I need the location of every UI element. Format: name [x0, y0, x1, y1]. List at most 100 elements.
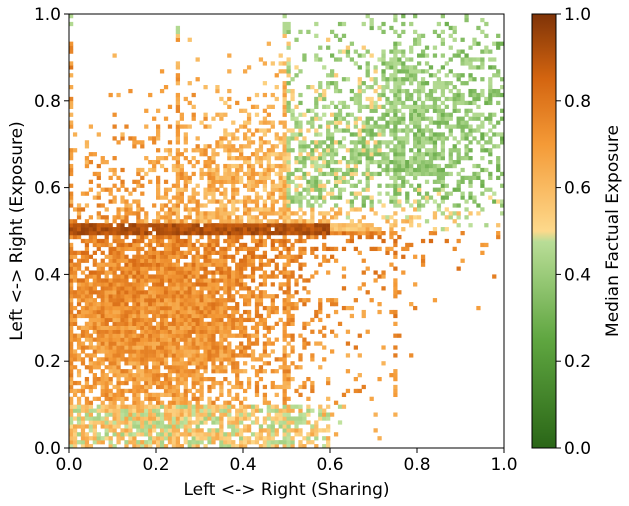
heatmap-cell: [132, 227, 137, 232]
heatmap-cell: [112, 156, 117, 161]
heatmap-cell: [448, 128, 453, 133]
heatmap-cell: [235, 278, 240, 283]
heatmap-cell: [314, 432, 319, 437]
heatmap-cell: [171, 298, 177, 303]
heatmap-cell: [203, 416, 208, 421]
heatmap-cell: [227, 436, 232, 441]
heatmap-cell: [393, 49, 398, 54]
heatmap-cell: [239, 444, 244, 449]
heatmap-cell: [349, 171, 355, 177]
heatmap-cell: [69, 404, 74, 409]
heatmap-cell: [472, 100, 477, 106]
heatmap-cell: [227, 163, 232, 169]
heatmap-cell: [254, 440, 260, 445]
heatmap-cell: [124, 298, 129, 303]
x-tick-label: 0.0: [55, 455, 82, 475]
heatmap-cell: [341, 136, 347, 141]
heatmap-cell: [156, 286, 161, 291]
heatmap-cell: [266, 329, 271, 334]
heatmap-cell: [88, 313, 94, 319]
heatmap-cell: [258, 274, 264, 279]
heatmap-cell: [337, 88, 343, 94]
heatmap-cell: [286, 175, 291, 181]
heatmap-cell: [96, 440, 101, 445]
heatmap-cell: [440, 187, 445, 192]
heatmap-cell: [175, 203, 181, 208]
heatmap-cell: [456, 179, 461, 184]
heatmap-cell: [227, 88, 232, 94]
heatmap-cell: [187, 408, 192, 413]
heatmap-cell: [250, 290, 256, 295]
heatmap-cell: [243, 211, 248, 216]
heatmap-cell: [136, 282, 141, 287]
heatmap-cell: [468, 108, 473, 113]
heatmap-cell: [298, 69, 303, 74]
heatmap-cell: [417, 183, 422, 188]
heatmap-cell: [104, 187, 109, 192]
heatmap-cell: [385, 167, 390, 173]
heatmap-cell: [199, 294, 204, 299]
heatmap-cell: [191, 357, 196, 362]
heatmap-cell: [369, 132, 374, 137]
heatmap-cell: [183, 187, 188, 192]
heatmap-cell: [290, 112, 295, 117]
heatmap-cell: [262, 353, 268, 358]
heatmap-cell: [163, 361, 169, 366]
heatmap-cell: [464, 100, 469, 106]
heatmap-cell: [203, 144, 208, 149]
heatmap-cell: [420, 144, 426, 149]
heatmap-cell: [282, 61, 287, 66]
heatmap-cell: [290, 436, 295, 441]
heatmap-cell: [468, 77, 473, 82]
heatmap-cell: [235, 345, 240, 350]
heatmap-cell: [203, 432, 208, 437]
heatmap-cell: [132, 436, 137, 441]
heatmap-cell: [496, 120, 501, 125]
y-axis: 0.00.20.40.60.81.0: [34, 5, 69, 459]
heatmap-cell: [345, 369, 351, 374]
heatmap-cell: [175, 175, 181, 181]
heatmap-cell: [262, 305, 268, 311]
heatmap-cell: [167, 384, 173, 390]
heatmap-cell: [152, 396, 157, 401]
heatmap-cell: [326, 231, 331, 236]
heatmap-cell: [262, 282, 268, 287]
heatmap-cell: [144, 345, 149, 350]
heatmap-cell: [69, 124, 74, 129]
heatmap-cell: [290, 195, 295, 200]
heatmap-cell: [456, 183, 461, 188]
heatmap-cell: [250, 266, 256, 271]
heatmap-cell: [156, 254, 161, 259]
heatmap-cell: [420, 258, 426, 263]
heatmap-cell: [286, 420, 291, 425]
heatmap-cell: [274, 420, 279, 425]
heatmap-cell: [286, 144, 291, 149]
heatmap-cell: [112, 270, 117, 275]
heatmap-cell: [215, 380, 220, 386]
heatmap-cell: [310, 380, 315, 386]
heatmap-cell: [282, 325, 287, 330]
heatmap-cell: [322, 156, 327, 161]
heatmap-cell: [381, 215, 386, 220]
heatmap-cell: [167, 345, 173, 350]
heatmap-cell: [211, 317, 216, 323]
heatmap-cell: [199, 361, 204, 366]
heatmap-cell: [136, 309, 141, 315]
heatmap-cell: [310, 207, 315, 212]
heatmap-cell: [199, 333, 204, 338]
heatmap-cell: [258, 357, 264, 362]
heatmap-cell: [432, 73, 438, 78]
heatmap-cell: [219, 262, 224, 267]
heatmap-cell: [231, 199, 236, 204]
heatmap-cell: [132, 238, 137, 244]
heatmap-cell: [444, 171, 449, 177]
heatmap-cell: [246, 159, 252, 165]
heatmap-cell: [420, 108, 426, 113]
heatmap-cell: [96, 337, 101, 342]
heatmap-cell: [235, 376, 240, 382]
heatmap-cell: [432, 211, 438, 216]
heatmap-cell: [254, 112, 260, 117]
heatmap-cell: [254, 373, 260, 378]
heatmap-cell: [215, 365, 220, 370]
heatmap-cell: [365, 183, 370, 188]
